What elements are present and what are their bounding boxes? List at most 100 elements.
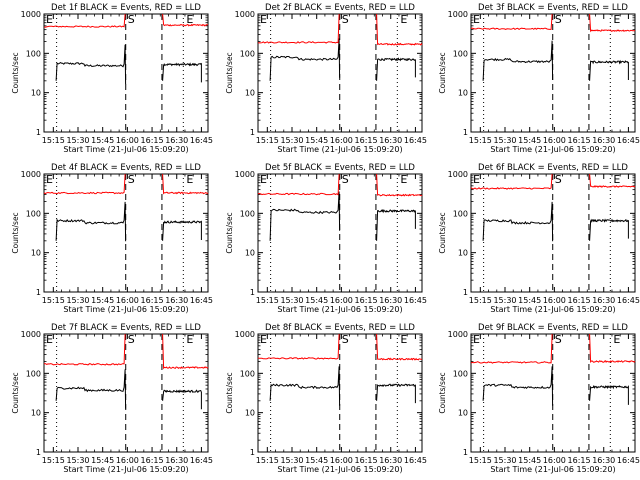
events-series-segment-1 <box>482 201 554 242</box>
marker-right: E <box>186 333 193 346</box>
y-tick-label: 1000 <box>448 170 468 179</box>
chart-panel-6: Det 6f BLACK = Events, RED = LLD 1 10 100 10… <box>438 163 640 314</box>
y-axis-label: Counts/sec <box>225 372 234 413</box>
marker-left: E <box>260 333 267 346</box>
y-axis-label: Counts/sec <box>438 372 447 413</box>
y-tick-label: 1 <box>463 448 468 457</box>
y-tick-label: 1000 <box>448 10 468 19</box>
x-tick-label: 16:30 <box>165 296 188 305</box>
y-tick-label: 1 <box>36 448 41 457</box>
x-tick-label: 16:00 <box>116 296 139 305</box>
x-axis-label: Start Time (21-Jul-06 15:09:20) <box>63 305 188 314</box>
y-tick-label: 10 <box>458 249 468 258</box>
x-axis-label: Start Time (21-Jul-06 15:09:20) <box>277 465 402 474</box>
x-tick-label: 16:00 <box>330 136 353 145</box>
marker-center: S <box>342 173 349 186</box>
lld-series-segment-1 <box>257 333 340 360</box>
x-tick-label: 15:45 <box>518 136 541 145</box>
marker-center: S <box>128 173 135 186</box>
x-axis-label: Start Time (21-Jul-06 15:09:20) <box>490 145 615 154</box>
y-tick-label: 100 <box>26 209 41 218</box>
y-tick-label: 10 <box>245 89 255 98</box>
marker-center: S <box>342 13 349 26</box>
x-tick-label: 16:00 <box>543 136 566 145</box>
x-tick-label: 15:15 <box>42 296 65 305</box>
x-tick-label: 15:30 <box>493 456 516 465</box>
x-tick-label: 16:15 <box>141 136 164 145</box>
x-axis-label: Start Time (21-Jul-06 15:09:20) <box>490 465 615 474</box>
events-series-segment-1 <box>482 40 554 81</box>
x-tick-label: 16:00 <box>330 456 353 465</box>
x-tick-label: 15:30 <box>493 136 516 145</box>
x-tick-label: 15:15 <box>469 456 492 465</box>
marker-right: E <box>400 13 407 26</box>
chart-panel-5: Det 5f BLACK = Events, RED = LLD 1 10 100 10… <box>225 163 427 314</box>
marker-center: S <box>128 333 135 346</box>
marker-center: S <box>342 333 349 346</box>
y-tick-label: 1 <box>36 288 41 297</box>
lld-series-segment-2 <box>589 13 636 33</box>
marker-center: S <box>555 333 562 346</box>
y-axis-label: Counts/sec <box>11 212 20 253</box>
x-tick-label: 15:15 <box>256 456 279 465</box>
x-tick-label: 15:45 <box>518 456 541 465</box>
y-tick-label: 1000 <box>21 330 41 339</box>
x-tick-label: 16:30 <box>592 136 615 145</box>
y-tick-label: 1000 <box>235 330 255 339</box>
marker-right: E <box>613 333 620 346</box>
x-tick-label: 15:45 <box>305 296 328 305</box>
lld-series-segment-1 <box>470 333 553 364</box>
marker-left: E <box>46 13 53 26</box>
x-tick-label: 16:15 <box>568 136 591 145</box>
x-tick-label: 15:45 <box>518 296 541 305</box>
marker-center: S <box>555 173 562 186</box>
marker-left: E <box>473 333 480 346</box>
lld-series-segment-1 <box>43 13 126 28</box>
x-tick-label: 15:45 <box>91 456 114 465</box>
events-series-segment-2 <box>376 208 416 241</box>
x-tick-label: 16:00 <box>116 136 139 145</box>
x-axis-label: Start Time (21-Jul-06 15:09:20) <box>490 305 615 314</box>
x-tick-label: 15:30 <box>66 136 89 145</box>
x-tick-label: 16:45 <box>190 456 213 465</box>
marker-left: E <box>473 13 480 26</box>
chart-panel-1: Det 1f BLACK = Events, RED = LLD 1 10 100 10… <box>11 3 213 154</box>
x-tick-label: 15:15 <box>469 136 492 145</box>
x-tick-label: 16:15 <box>355 296 378 305</box>
y-tick-label: 100 <box>240 369 255 378</box>
y-axis-label: Counts/sec <box>225 212 234 253</box>
chart-panel-7: Det 7f BLACK = Events, RED = LLD 1 10 100 10… <box>11 323 213 474</box>
x-tick-label: 16:45 <box>404 456 427 465</box>
x-tick-label: 16:30 <box>165 456 188 465</box>
y-tick-label: 1 <box>463 288 468 297</box>
marker-left: E <box>46 173 53 186</box>
y-axis-label: Counts/sec <box>11 52 20 93</box>
x-tick-label: 16:15 <box>355 456 378 465</box>
y-tick-label: 1000 <box>21 10 41 19</box>
y-tick-label: 10 <box>245 409 255 418</box>
events-series-segment-1 <box>269 366 341 406</box>
marker-left: E <box>260 13 267 26</box>
x-tick-label: 16:45 <box>617 136 640 145</box>
x-tick-label: 15:30 <box>66 456 89 465</box>
y-axis-label: Counts/sec <box>225 52 234 93</box>
lld-series-segment-2 <box>162 173 209 195</box>
y-tick-label: 100 <box>453 209 468 218</box>
events-series-segment-2 <box>162 62 202 83</box>
y-axis-label: Counts/sec <box>438 212 447 253</box>
events-series-segment-1 <box>55 369 127 409</box>
events-series-segment-1 <box>269 38 341 81</box>
events-series-segment-2 <box>162 389 202 410</box>
x-tick-label: 16:15 <box>141 456 164 465</box>
y-tick-label: 10 <box>31 409 41 418</box>
x-tick-label: 16:30 <box>592 296 615 305</box>
x-tick-label: 15:45 <box>305 456 328 465</box>
events-series-segment-2 <box>162 220 202 241</box>
marker-right: E <box>613 173 620 186</box>
x-axis-label: Start Time (21-Jul-06 15:09:20) <box>277 145 402 154</box>
x-tick-label: 15:30 <box>280 456 303 465</box>
y-axis-label: Counts/sec <box>438 52 447 93</box>
chart-panel-8: Det 8f BLACK = Events, RED = LLD 1 10 100 10… <box>225 323 427 474</box>
y-tick-label: 10 <box>31 249 41 258</box>
